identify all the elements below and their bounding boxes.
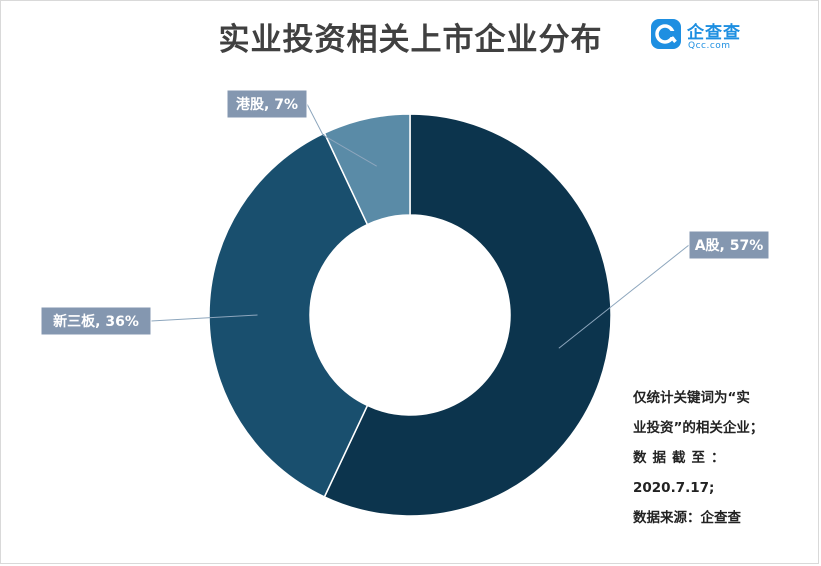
data-label-box-1 [40, 306, 152, 336]
donut-slice-2 [323, 113, 411, 226]
footnote: 仅统计关键词为“实 业投资”的相关企业； 数据截至： 2020.7.17; 数据… [633, 383, 783, 533]
data-label-0: A股, 57% [695, 238, 764, 254]
footnote-line: 数据截至： [633, 450, 731, 466]
footnote-line: 2020.7.17; [633, 480, 715, 496]
chart-title: 实业投资相关上市企业分布 [218, 22, 603, 58]
logo-domain: Qcc.com [688, 41, 731, 51]
leader-line-0 [558, 244, 690, 349]
donut-slices [208, 113, 612, 517]
logo-name: 企查查 [687, 23, 741, 43]
data-labels: A股, 57% 新三板, 36% 港股, 7% [40, 89, 770, 336]
donut-slice-1 [208, 132, 369, 498]
leader-line-2 [306, 103, 377, 167]
footnote-line: 仅统计关键词为“实 [633, 390, 750, 406]
qcc-logo-icon [651, 19, 681, 49]
donut-slice-0 [323, 113, 612, 517]
leader-lines [150, 103, 690, 349]
footnote-line: 数据来源：企查查 [633, 510, 741, 526]
data-label-box-2 [226, 89, 308, 119]
footnote-line: 业投资”的相关企业； [633, 420, 764, 436]
data-label-box-0 [688, 230, 770, 260]
data-label-1: 新三板, 36% [53, 313, 139, 330]
leader-line-1 [150, 314, 258, 322]
data-label-2: 港股, 7% [236, 96, 298, 113]
qcc-logo: 企查查 Qcc.com [651, 16, 751, 54]
